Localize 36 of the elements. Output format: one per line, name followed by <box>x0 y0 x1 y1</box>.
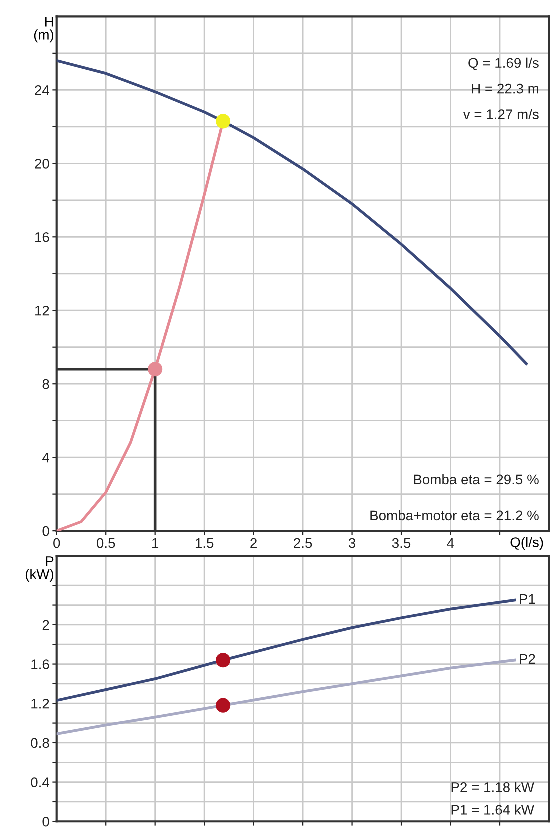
x-tick-label: 4 <box>447 538 454 548</box>
y-tick-label: 4 <box>42 453 50 463</box>
annotation: P1 = 1.64 kW <box>452 804 534 815</box>
x-tick-label: 3.5 <box>392 538 411 548</box>
annotation: P2 = 1.18 kW <box>452 782 534 792</box>
series-label: P2 <box>520 654 536 664</box>
y-tick-label: 0 <box>42 816 50 827</box>
y-tick-label: 24 <box>35 86 50 96</box>
line-series <box>56 658 516 736</box>
x-tick-label: 0.5 <box>96 538 116 548</box>
y-tick-label: 0.8 <box>31 738 50 748</box>
x-tick-label: 1 <box>152 538 159 548</box>
y-tick-label: 1.6 <box>32 660 50 670</box>
y-tick-label: 8 <box>42 379 50 390</box>
x-tick-label: 2.5 <box>294 538 312 548</box>
y-tick-label: 12 <box>36 306 50 316</box>
annotation: v = 1.27 m/s <box>463 109 539 120</box>
annotation: H = 22.3 m <box>472 84 538 94</box>
y-axis-title: H (m) <box>34 17 54 43</box>
y-tick-label: 20 <box>35 158 50 169</box>
y-tick-label: 16 <box>36 232 50 242</box>
line-series <box>56 598 516 702</box>
x-axis-title: Q(l/s) <box>510 537 544 550</box>
x-tick-label: 2 <box>250 538 257 548</box>
y-axis-title: P (kW) <box>26 556 54 582</box>
x-tick-label: 3 <box>348 538 356 548</box>
annotation: Q = 1.69 l/s <box>468 58 539 71</box>
annotation: Bomba eta = 29.5 % <box>414 474 539 485</box>
y-tick-label: 1.2 <box>32 698 50 709</box>
x-tick-label: 1.5 <box>196 538 214 548</box>
annotation: Bomba+motor eta = 21.2 % <box>370 510 539 521</box>
x-tick-label: 0 <box>54 538 60 548</box>
y-tick-label: 0.4 <box>31 778 50 788</box>
y-tick-label: 0 <box>42 526 50 536</box>
y-tick-label: 2 <box>42 620 50 630</box>
series-label: P1 <box>520 594 536 604</box>
